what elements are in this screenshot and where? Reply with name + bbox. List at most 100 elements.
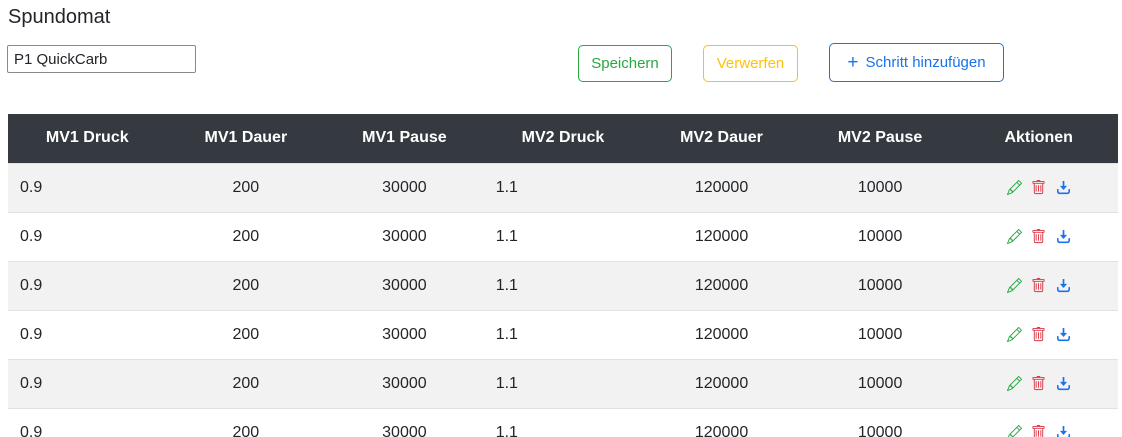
pencil-icon (1006, 228, 1022, 244)
download-icon (1056, 327, 1071, 342)
edit-button[interactable] (1007, 425, 1022, 437)
trash-icon (1031, 228, 1046, 244)
cell-mv1-pause: 30000 (325, 309, 484, 359)
table-body: 0.9 200 30000 1.1 120000 10000 0.9 200 30000 1.1… (8, 162, 1118, 437)
edit-button[interactable] (1006, 228, 1022, 244)
cell-mv2-dauer: 120000 (642, 162, 801, 212)
header-row: MV1 Druck MV1 Dauer MV1 Pause MV2 Druck MV2 … (8, 114, 1118, 163)
cell-mv2-pause: 10000 (800, 260, 960, 310)
cell-mv2-druck: 1.1 (483, 407, 643, 437)
pencil-icon (1006, 277, 1022, 293)
cell-mv2-pause: 10000 (800, 407, 960, 437)
cell-mv2-pause: 10000 (800, 211, 960, 261)
cell-mv2-druck: 1.1 (483, 211, 643, 261)
cell-mv1-dauer: 200 (166, 407, 326, 437)
cell-aktionen (959, 309, 1118, 359)
cell-mv1-druck: 0.9 (8, 211, 167, 261)
pencil-icon (1006, 375, 1022, 391)
cell-aktionen (959, 211, 1118, 261)
cell-mv2-druck: 1.1 (483, 358, 643, 408)
download-button[interactable] (1056, 327, 1071, 342)
table-row: 0.9 200 30000 1.1 120000 10000 (8, 358, 1118, 408)
download-button[interactable] (1056, 376, 1071, 391)
cell-mv1-druck: 0.9 (8, 358, 167, 408)
download-icon (1056, 278, 1071, 293)
column-header-mv1-druck: MV1 Druck (8, 114, 167, 163)
download-button[interactable] (1056, 425, 1071, 437)
column-header-mv2-dauer: MV2 Dauer (642, 114, 801, 163)
cell-mv1-druck: 0.9 (8, 162, 167, 212)
cell-mv1-pause: 30000 (325, 211, 484, 261)
table-row: 0.9 200 30000 1.1 120000 10000 (8, 309, 1118, 359)
cell-mv2-dauer: 120000 (642, 309, 801, 359)
cell-mv2-dauer: 120000 (642, 358, 801, 408)
steps-table: MV1 Druck MV1 Dauer MV1 Pause MV2 Druck MV2 … (8, 114, 1118, 437)
page-title: Spundomat (8, 6, 111, 28)
table-row: 0.9 200 30000 1.1 120000 10000 (8, 211, 1118, 261)
cell-mv1-dauer: 200 (166, 309, 326, 359)
add-step-button[interactable]: + Schritt hinzufügen (829, 43, 1004, 82)
cell-mv1-pause: 30000 (325, 162, 484, 212)
cell-mv2-druck: 1.1 (483, 260, 643, 310)
delete-button[interactable] (1031, 375, 1046, 391)
cell-mv2-dauer: 120000 (642, 407, 801, 437)
plus-icon: + (847, 52, 859, 73)
download-button[interactable] (1056, 229, 1071, 244)
cell-mv1-dauer: 200 (166, 260, 326, 310)
download-icon (1056, 229, 1071, 244)
cell-mv2-dauer: 120000 (642, 211, 801, 261)
cell-aktionen (959, 407, 1118, 437)
download-button[interactable] (1056, 180, 1071, 195)
cell-mv1-pause: 30000 (325, 260, 484, 310)
column-header-mv1-dauer: MV1 Dauer (166, 114, 326, 163)
cell-mv1-druck: 0.9 (8, 309, 167, 359)
cell-mv2-pause: 10000 (800, 162, 960, 212)
trash-icon (1031, 277, 1046, 293)
edit-button[interactable] (1006, 179, 1022, 195)
cell-mv2-dauer: 120000 (642, 260, 801, 310)
column-header-mv2-druck: MV2 Druck (483, 114, 643, 163)
cell-mv1-dauer: 200 (166, 211, 326, 261)
trash-icon (1031, 326, 1046, 342)
cell-mv1-pause: 30000 (325, 358, 484, 408)
download-icon (1056, 180, 1071, 195)
cell-mv1-druck: 0.9 (8, 260, 167, 310)
download-icon (1056, 376, 1071, 391)
delete-button[interactable] (1031, 277, 1046, 293)
cell-aktionen (959, 358, 1118, 408)
download-button[interactable] (1056, 278, 1071, 293)
delete-button[interactable] (1031, 228, 1046, 244)
profile-name-input[interactable] (7, 45, 196, 73)
discard-button[interactable]: Verwerfen (703, 45, 798, 82)
delete-button[interactable] (1031, 326, 1046, 342)
delete-button[interactable] (1031, 179, 1046, 195)
cell-mv2-druck: 1.1 (483, 162, 643, 212)
cell-mv1-pause: 30000 (325, 407, 484, 437)
table-row: 0.9 200 30000 1.1 120000 10000 (8, 162, 1118, 212)
trash-icon (1031, 179, 1046, 195)
add-step-label: Schritt hinzufügen (865, 54, 986, 71)
cell-aktionen (959, 260, 1118, 310)
pencil-icon (1007, 425, 1022, 437)
edit-button[interactable] (1006, 277, 1022, 293)
column-header-aktionen: Aktionen (959, 114, 1118, 163)
table-row: 0.9 200 30000 1.1 120000 10000 (8, 260, 1118, 310)
download-icon (1056, 425, 1071, 437)
cell-mv2-pause: 10000 (800, 309, 960, 359)
cell-mv1-dauer: 200 (166, 162, 326, 212)
cell-mv1-druck: 0.9 (8, 407, 167, 437)
cell-aktionen (959, 162, 1118, 212)
delete-button[interactable] (1031, 425, 1046, 437)
column-header-mv2-pause: MV2 Pause (800, 114, 960, 163)
cell-mv2-druck: 1.1 (483, 309, 643, 359)
trash-icon (1031, 375, 1046, 391)
cell-mv2-pause: 10000 (800, 358, 960, 408)
table-row: 0.9 200 30000 1.1 120000 10000 (8, 407, 1118, 437)
edit-button[interactable] (1006, 326, 1022, 342)
edit-button[interactable] (1006, 375, 1022, 391)
pencil-icon (1006, 326, 1022, 342)
column-header-mv1-pause: MV1 Pause (325, 114, 484, 163)
save-button[interactable]: Speichern (578, 45, 672, 82)
trash-icon (1031, 425, 1046, 437)
pencil-icon (1006, 179, 1022, 195)
